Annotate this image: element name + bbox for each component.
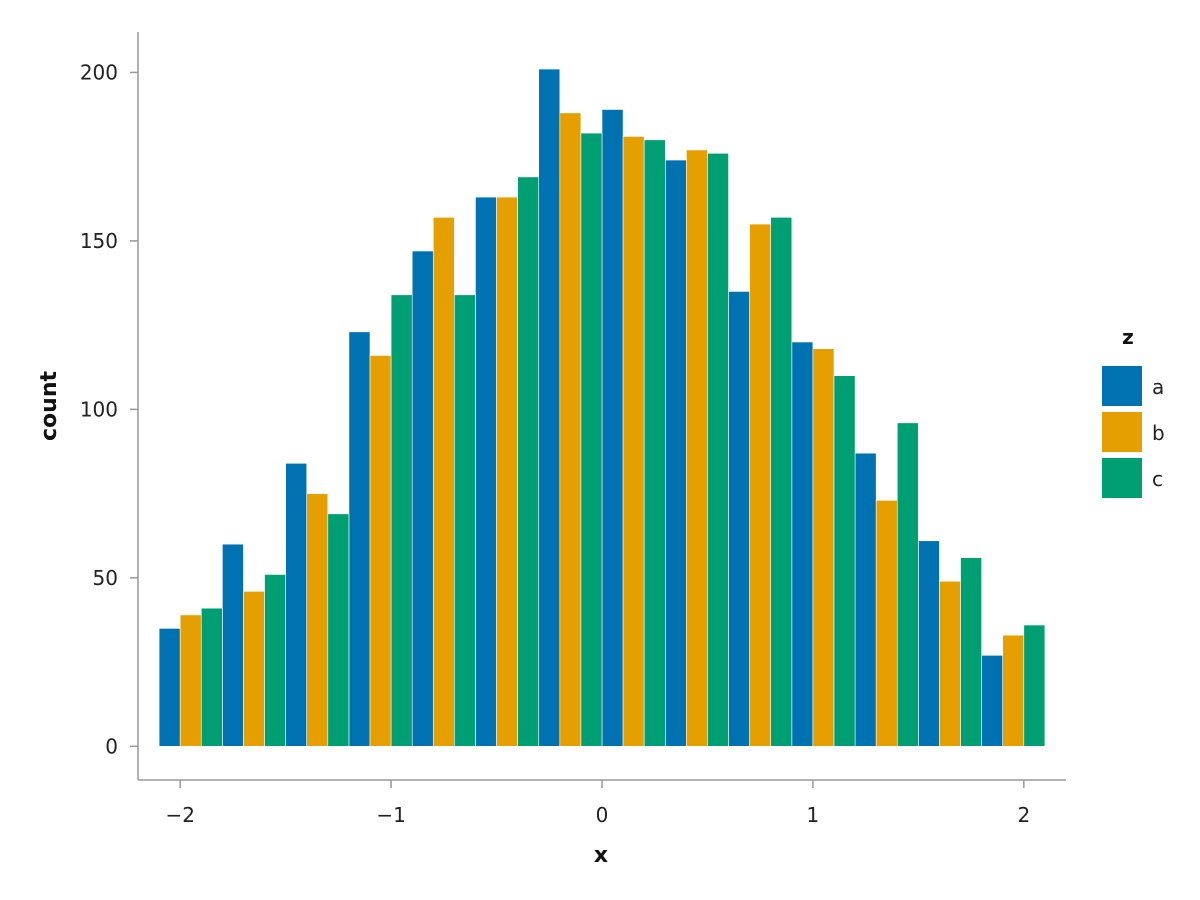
bar-c-13	[1023, 624, 1046, 747]
legend-items: abc	[1102, 366, 1165, 498]
bar-c-0	[200, 607, 223, 747]
bar-b-1	[243, 591, 265, 747]
legend-swatch-a	[1102, 366, 1142, 406]
legend-swatch-b	[1102, 412, 1142, 452]
bar-c-8	[707, 152, 729, 747]
bar-c-2	[327, 513, 350, 747]
bar-b-5	[496, 196, 518, 747]
y-tick-label: 100	[80, 397, 118, 421]
x-tick-label: 0	[596, 803, 609, 827]
bar-c-7	[643, 139, 666, 747]
x-tick-label: 1	[807, 803, 820, 827]
x-axis-title: x	[594, 843, 608, 868]
y-tick-label: 200	[80, 60, 118, 84]
bar-c-12	[960, 557, 982, 747]
bar-c-5	[517, 176, 540, 747]
bar-c-6	[580, 132, 603, 747]
bar-a-2	[285, 462, 308, 747]
bar-b-10	[812, 348, 835, 747]
bars-group	[158, 68, 1046, 747]
y-tick-label: 0	[105, 734, 118, 758]
bar-a-7	[601, 109, 624, 747]
bar-a-0	[158, 628, 181, 747]
bar-a-11	[854, 452, 877, 747]
bar-a-9	[728, 291, 750, 747]
bar-a-4	[411, 250, 434, 747]
bar-b-2	[306, 493, 329, 747]
y-tick-label: 50	[93, 566, 118, 590]
y-tick-label: 150	[80, 229, 118, 253]
x-axis-ticks: −2 −1 0 1 2	[165, 780, 1030, 827]
bar-b-0	[179, 614, 202, 747]
bar-b-12	[939, 580, 961, 747]
legend-label-c: c	[1152, 467, 1163, 491]
bar-c-1	[264, 574, 286, 747]
bar-c-10	[833, 375, 856, 747]
bar-a-12	[918, 540, 940, 747]
bar-c-11	[896, 422, 919, 747]
x-tick-label: 2	[1017, 803, 1030, 827]
bar-b-4	[432, 217, 455, 747]
bar-b-13	[1002, 634, 1025, 747]
bar-b-6	[559, 112, 582, 747]
bar-c-3	[390, 294, 413, 747]
bar-a-3	[348, 331, 371, 747]
legend-label-b: b	[1152, 421, 1165, 445]
legend-title: z	[1122, 325, 1134, 349]
x-tick-label: −1	[376, 803, 405, 827]
bar-a-10	[791, 341, 814, 747]
bar-a-5	[475, 196, 497, 747]
bar-a-13	[981, 655, 1004, 747]
bar-b-7	[622, 136, 645, 747]
bar-b-3	[369, 355, 392, 747]
bar-a-8	[664, 159, 687, 747]
bar-a-1	[222, 543, 244, 747]
bar-a-6	[538, 68, 561, 747]
legend-label-a: a	[1152, 375, 1164, 399]
x-tick-label: −2	[165, 803, 194, 827]
bar-c-4	[454, 294, 476, 747]
bar-b-8	[686, 149, 708, 747]
bar-c-9	[770, 217, 793, 747]
bar-b-9	[749, 223, 772, 747]
legend: z abc	[1102, 325, 1165, 498]
bar-b-11	[875, 500, 898, 747]
y-axis-title: count	[37, 371, 62, 441]
y-axis-ticks: 0 50 100 150 200	[80, 60, 138, 758]
legend-swatch-c	[1102, 458, 1142, 498]
